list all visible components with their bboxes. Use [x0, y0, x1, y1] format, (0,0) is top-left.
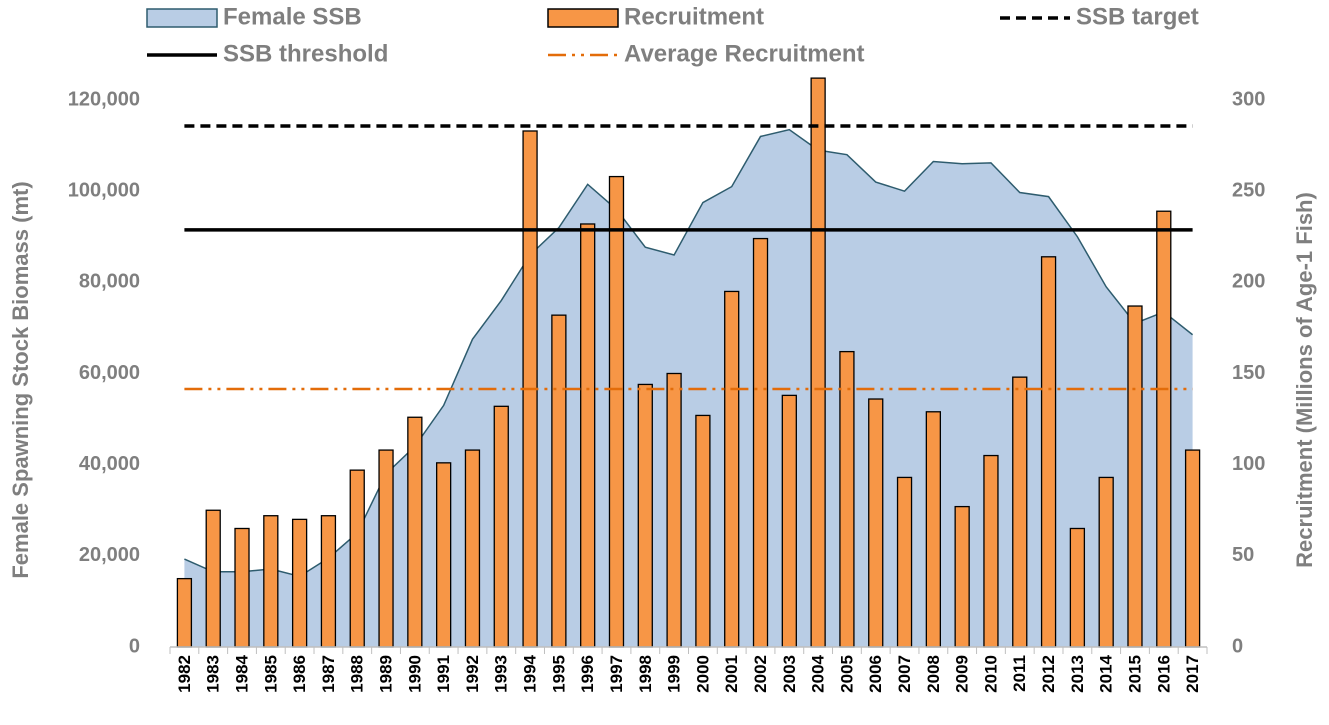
bar	[1156, 210, 1172, 648]
bar	[436, 462, 452, 648]
bar	[1040, 256, 1057, 648]
x-tick-label: 1993	[492, 655, 511, 693]
legend-swatch	[146, 8, 218, 28]
legend-label: Average Recruitment	[624, 40, 865, 67]
bar	[896, 476, 913, 648]
bar	[954, 505, 970, 648]
x-tick-label: 2007	[895, 655, 914, 693]
y2-tick-label: 200	[1232, 271, 1265, 293]
y2-axis-title: Recruitment (Millions of Age-1 Fish)	[1292, 192, 1317, 568]
x-tick-label: 2013	[1068, 655, 1087, 693]
bar	[205, 509, 221, 648]
bar	[263, 515, 279, 648]
x-tick-label: 2015	[1125, 655, 1144, 693]
x-tick-label: 1986	[290, 655, 309, 693]
y-tick-label: 0	[129, 635, 140, 657]
x-tick-label: 2001	[722, 655, 741, 693]
x-tick-label: 2014	[1097, 654, 1116, 692]
x-tick-label: 1999	[665, 655, 684, 693]
x-tick-label: 1998	[636, 655, 655, 693]
bar	[1069, 527, 1086, 648]
x-tick-label: 2009	[953, 655, 972, 693]
legend-label: SSB threshold	[223, 40, 388, 67]
x-tick-label: 1984	[232, 654, 251, 692]
bar	[695, 414, 711, 648]
x-tick-label: 1992	[463, 655, 482, 693]
x-tick-label: 2010	[981, 655, 1000, 693]
x-tick-label: 2017	[1183, 655, 1202, 693]
x-tick-label: 2002	[751, 655, 770, 693]
x-tick-label: 2008	[924, 655, 943, 693]
y2-tick-label: 300	[1232, 88, 1265, 110]
x-tick-label: 1982	[175, 655, 194, 693]
y-axis-title: Female Spawning Stock Biomass (mt)	[8, 181, 33, 578]
y2-tick-label: 150	[1232, 362, 1265, 384]
x-tick-label: 2003	[780, 655, 799, 693]
bar	[176, 577, 193, 648]
x-tick-label: 1989	[377, 655, 396, 693]
bar	[983, 454, 999, 648]
x-tick-label: 1990	[405, 655, 424, 693]
bar	[666, 372, 682, 648]
y-tick-label: 20,000	[79, 544, 140, 566]
bar	[868, 398, 884, 648]
x-tick-label: 1983	[204, 655, 223, 693]
legend-label: Recruitment	[624, 3, 764, 30]
bar	[580, 223, 596, 648]
bar	[1184, 449, 1201, 648]
bar	[291, 518, 308, 648]
bar	[493, 405, 509, 648]
y-tick-label: 120,000	[68, 88, 140, 110]
x-tick-label: 2006	[866, 655, 885, 693]
bar	[637, 383, 653, 648]
x-tick-label: 2012	[1039, 655, 1058, 693]
bar	[752, 237, 769, 648]
y2-tick-label: 100	[1232, 453, 1265, 475]
y-tick-label: 40,000	[79, 453, 140, 475]
bar	[724, 290, 740, 648]
legend-label: SSB target	[1076, 3, 1199, 30]
x-tick-label: 1995	[549, 655, 568, 693]
x-tick-label: 1987	[319, 655, 338, 693]
y2-tick-label: 250	[1232, 179, 1265, 201]
bar	[839, 350, 855, 648]
legend-swatch	[547, 8, 619, 28]
bar	[378, 449, 394, 648]
x-tick-label: 1988	[348, 655, 367, 693]
x-tick-label: 1994	[521, 654, 540, 692]
x-tick-label: 2016	[1154, 655, 1173, 693]
bar	[925, 411, 941, 648]
bar	[407, 416, 423, 648]
y-tick-label: 100,000	[68, 179, 140, 201]
y2-tick-label: 0	[1232, 635, 1243, 657]
bar	[1012, 376, 1028, 648]
bar	[234, 527, 250, 648]
bar	[781, 394, 797, 648]
y2-tick-label: 50	[1232, 544, 1254, 566]
legend-label: Female SSB	[223, 3, 362, 30]
x-tick-label: 2004	[809, 654, 828, 692]
x-tick-label: 1997	[607, 655, 626, 693]
bar	[810, 77, 826, 648]
bar	[551, 314, 567, 648]
bar	[320, 515, 337, 648]
x-tick-label: 2005	[837, 655, 856, 693]
bar	[608, 175, 625, 648]
y-tick-label: 60,000	[79, 362, 140, 384]
x-tick-label: 1996	[578, 655, 597, 693]
bar	[349, 469, 365, 648]
x-tick-label: 2000	[693, 655, 712, 693]
bar	[1127, 305, 1143, 648]
x-tick-label: 2011	[1010, 655, 1029, 692]
bar	[464, 449, 481, 648]
y-tick-label: 80,000	[79, 271, 140, 293]
x-tick-label: 1985	[261, 655, 280, 693]
x-tick-label: 1991	[434, 655, 453, 693]
bar	[1098, 476, 1114, 648]
